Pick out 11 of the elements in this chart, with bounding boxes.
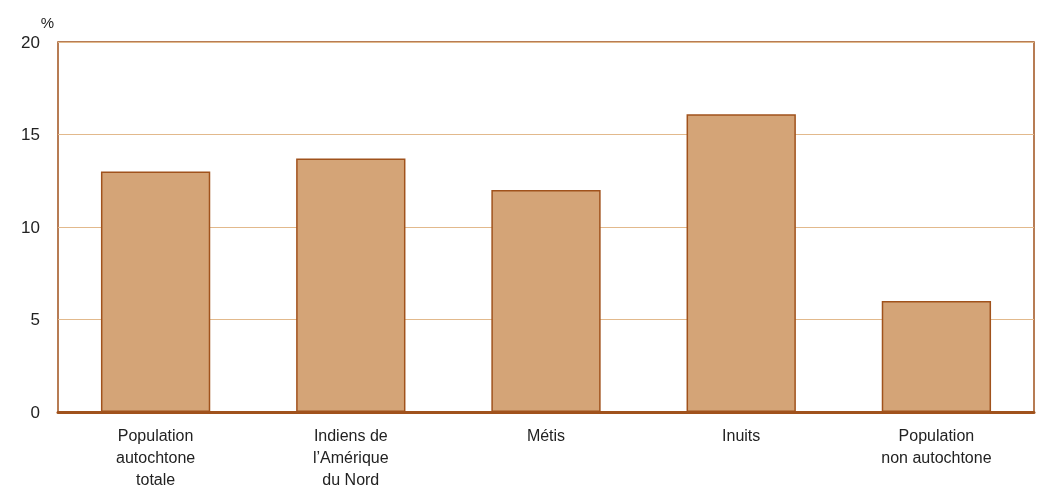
x-tick-label: Indiens de l’Amérique du Nord [313, 426, 389, 488]
x-tick-label: Population autochtone totale [116, 426, 196, 488]
x-tick-label: Métis [526, 426, 566, 444]
y-tick-label: 20 [21, 32, 40, 52]
y-tick-label: 10 [21, 217, 40, 237]
y-tick-label: 15 [21, 125, 40, 144]
x-tick-label: Population non autochtone [881, 426, 992, 466]
x-tick-label: Inuits [722, 426, 761, 444]
y-tick-label: 0 [30, 402, 40, 422]
y-axis-title: % [40, 14, 54, 31]
y-tick-label: 5 [30, 310, 40, 329]
